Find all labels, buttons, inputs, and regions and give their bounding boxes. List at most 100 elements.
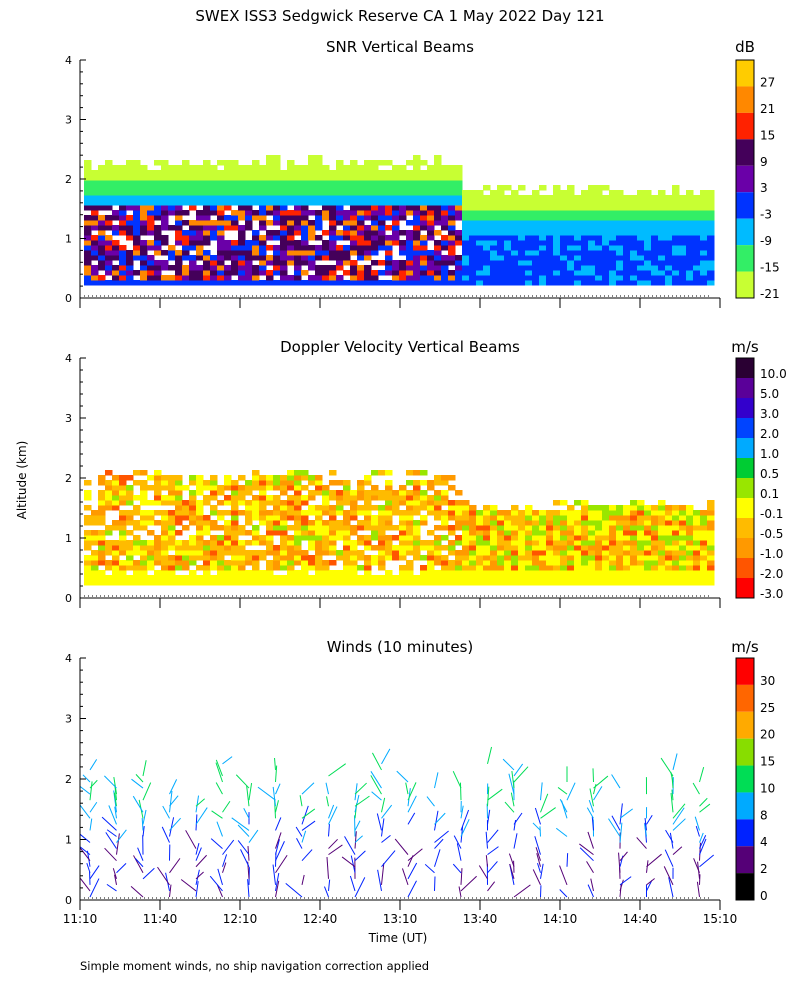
snr-cell (217, 255, 225, 261)
snr-cell (567, 225, 575, 231)
snr-cell (98, 225, 106, 231)
doppler-cell (427, 510, 435, 516)
snr-cell (280, 230, 288, 236)
doppler-cell (511, 530, 519, 536)
doppler-cell (574, 555, 582, 561)
doppler-cell (434, 515, 442, 521)
doppler-cell (252, 525, 260, 531)
snr-cell (105, 260, 113, 266)
snr-cell (287, 165, 295, 171)
doppler-cell (238, 500, 246, 506)
snr-cell (595, 205, 603, 211)
doppler-cell (560, 515, 568, 521)
doppler-cell (504, 550, 512, 556)
doppler-cell (427, 505, 435, 511)
snr-cell (644, 230, 652, 236)
doppler-cell (413, 495, 421, 501)
doppler-cell (427, 570, 435, 576)
snr-cell (217, 205, 225, 211)
snr-cell (133, 195, 141, 201)
doppler-cell (581, 575, 589, 581)
doppler-cell (287, 540, 295, 546)
snr-cell (637, 250, 645, 256)
doppler-cell (385, 510, 393, 516)
snr-cell (378, 260, 386, 266)
doppler-cell (679, 570, 687, 576)
wind-barb (510, 792, 515, 807)
doppler-cell (609, 560, 617, 566)
snr-cell (581, 195, 589, 201)
doppler-cell (224, 520, 232, 526)
snr-cell (210, 200, 218, 206)
snr-cell (707, 250, 715, 256)
snr-cell (182, 170, 190, 176)
snr-cell (119, 190, 127, 196)
doppler-cell (693, 510, 701, 516)
snr-cell (301, 250, 309, 256)
snr-cell (210, 195, 218, 201)
y-tick-label: 0 (65, 592, 72, 605)
snr-cell (441, 185, 449, 191)
snr-cell (651, 230, 659, 236)
snr-cell (350, 240, 358, 246)
doppler-cell (119, 525, 127, 531)
wind-barb (246, 785, 250, 807)
snr-cell (133, 210, 141, 216)
doppler-cell (196, 475, 204, 481)
doppler-cell (623, 555, 631, 561)
snr-cell (686, 225, 694, 231)
snr-cell (560, 225, 568, 231)
snr-cell (273, 205, 281, 211)
snr-cell (238, 200, 246, 206)
snr-cell (350, 225, 358, 231)
snr-cell (490, 280, 498, 286)
wind-barb (89, 878, 100, 898)
snr-cell (322, 205, 330, 211)
doppler-cell (329, 540, 337, 546)
snr-cell (329, 230, 337, 236)
snr-cell (350, 195, 358, 201)
doppler-cell (511, 560, 519, 566)
doppler-cell (679, 520, 687, 526)
snr-cell (280, 255, 288, 261)
snr-cell (336, 260, 344, 266)
snr-cell (238, 245, 246, 251)
doppler-cell (217, 570, 225, 576)
snr-cell (203, 215, 211, 221)
snr-cell (252, 210, 260, 216)
snr-cell (532, 245, 540, 251)
snr-cell (686, 200, 694, 206)
snr-cell (343, 255, 351, 261)
doppler-cell (231, 535, 239, 541)
doppler-cell (238, 490, 246, 496)
doppler-cell (539, 520, 547, 526)
doppler-cell (238, 525, 246, 531)
snr-cell (294, 280, 302, 286)
wind-barb (106, 829, 117, 837)
doppler-cell (154, 560, 162, 566)
snr-cell (91, 185, 99, 191)
doppler-cell (84, 505, 92, 511)
wind-barb (354, 835, 363, 843)
snr-cell (294, 185, 302, 191)
doppler-cell (315, 575, 323, 581)
snr-cell (126, 175, 134, 181)
snr-cell (371, 205, 379, 211)
doppler-cell (126, 575, 134, 581)
snr-cell (567, 270, 575, 276)
snr-cell (392, 230, 400, 236)
doppler-cell (140, 540, 148, 546)
doppler-cell (434, 495, 442, 501)
doppler-cell (658, 525, 666, 531)
wind-barb (619, 808, 633, 819)
snr-cell (231, 160, 239, 166)
doppler-cell (686, 510, 694, 516)
doppler-cell (469, 510, 477, 516)
snr-cell (287, 210, 295, 216)
doppler-cell (455, 570, 463, 576)
colorbar-label: 20 (760, 728, 775, 742)
snr-cell (322, 215, 330, 221)
snr-cell (490, 265, 498, 271)
doppler-cell (329, 525, 337, 531)
doppler-cell (252, 555, 260, 561)
